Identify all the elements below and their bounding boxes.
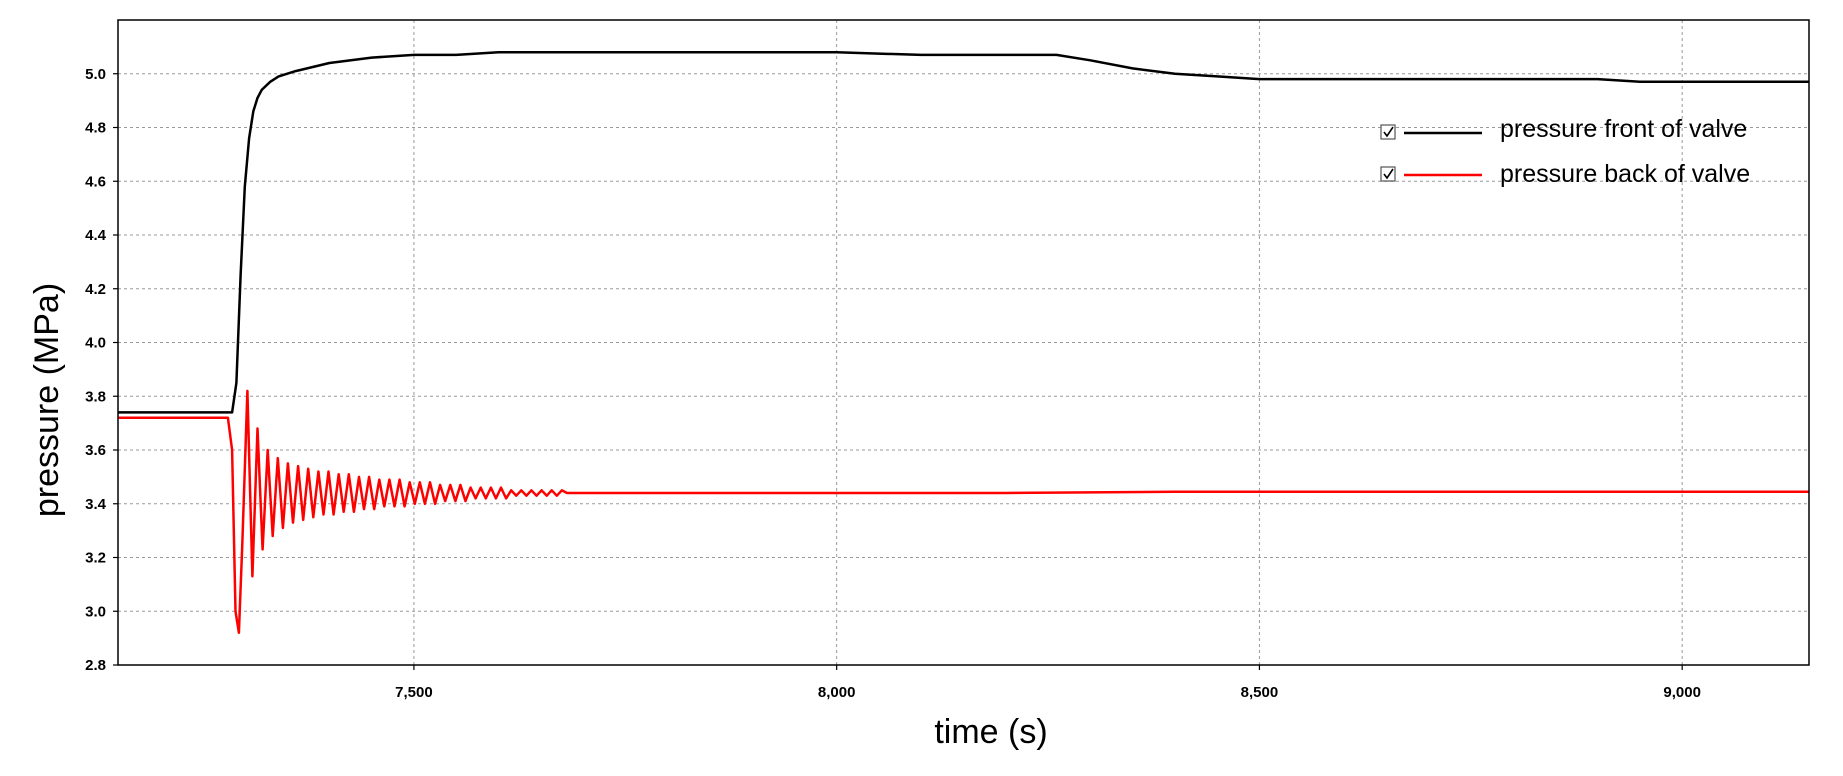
legend-item-back[interactable]: pressure back of valve (1380, 160, 1750, 188)
legend-label-back: pressure back of valve (1500, 160, 1750, 188)
y-tick-label: 2.8 (85, 657, 106, 674)
x-tick-label: 7,500 (395, 684, 433, 701)
y-tick-label: 3.6 (85, 442, 106, 459)
y-tick-label: 3.2 (85, 550, 106, 567)
y-tick-label: 3.8 (85, 388, 106, 405)
series-layer (118, 51, 1809, 635)
y-tick-label: 3.4 (85, 496, 107, 513)
x-axis-label: time (s) (934, 713, 1047, 751)
tick-layer: 2.8 3.0 3.2 3.4 3.6 3.8 4.0 4.2 4.4 4.6 4.8 5.0 7,50… (85, 66, 1701, 701)
series-line-front (118, 51, 1809, 414)
series-line-back (118, 389, 1809, 635)
y-tick-label: 4.6 (85, 173, 106, 190)
y-tick-label: 4.4 (85, 227, 107, 244)
y-tick-label: 4.2 (85, 281, 106, 298)
legend-item-front[interactable]: pressure front of valve (1380, 115, 1747, 143)
x-tick-label: 8,500 (1241, 684, 1279, 701)
x-tick-label: 8,000 (818, 684, 856, 701)
legend-label-front: pressure front of valve (1500, 115, 1747, 143)
check-icon (1383, 126, 1394, 138)
legend: pressure front of valve pressure back of… (1380, 115, 1750, 188)
y-tick-label: 4.0 (85, 335, 106, 352)
x-tick-label: 9,000 (1663, 684, 1701, 701)
y-tick-label: 4.8 (85, 120, 106, 137)
y-tick-label: 3.0 (85, 603, 106, 620)
y-tick-label: 5.0 (85, 66, 106, 83)
check-icon (1383, 168, 1394, 180)
y-axis-label: pressure (MPa) (28, 283, 66, 517)
